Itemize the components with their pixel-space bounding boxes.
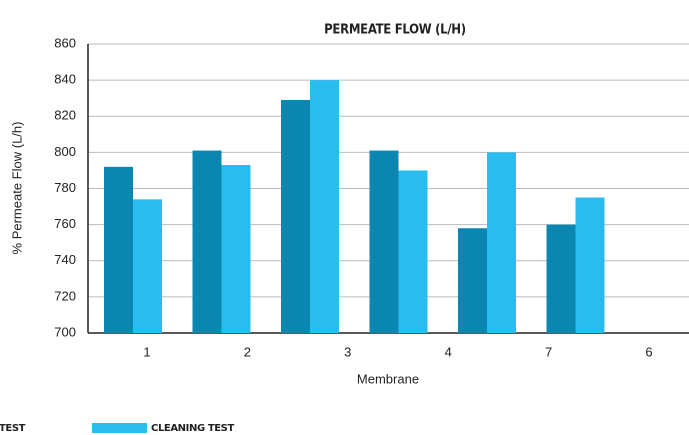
legend-swatch: [92, 423, 147, 433]
bar: [104, 166, 133, 333]
x-tick-label: 6: [645, 344, 652, 359]
bar: [310, 80, 339, 333]
y-tick-label: 700: [54, 324, 76, 339]
bar: [192, 150, 222, 333]
y-tick-label: 860: [54, 35, 76, 50]
chart-title: PERMEATE FLOW (L/H): [324, 23, 466, 38]
y-tick-label: 840: [54, 72, 76, 87]
x-tick-label: 4: [445, 344, 452, 359]
bar: [133, 199, 162, 333]
bar: [546, 224, 576, 333]
x-tick-label: 1: [143, 344, 150, 359]
bar: [575, 197, 605, 333]
bar: [398, 170, 428, 333]
y-axis-label: % Permeate Flow (L/h): [9, 122, 24, 255]
y-tick-label: 800: [54, 144, 76, 159]
bar: [369, 150, 399, 333]
x-tick-label: 7: [545, 344, 552, 359]
x-tick-label: 2: [244, 344, 251, 359]
y-tick-label: 780: [54, 180, 76, 195]
bar: [487, 152, 516, 333]
y-tick-label: 720: [54, 288, 76, 303]
bar: [458, 228, 487, 333]
legend-label: TEST: [0, 423, 26, 434]
x-axis-label: Membrane: [357, 371, 419, 386]
bar: [281, 99, 310, 334]
bar: [221, 165, 251, 333]
x-tick-label: 3: [344, 344, 351, 359]
y-tick-label: 740: [54, 252, 76, 267]
legend-label: CLEANING TEST: [151, 423, 234, 434]
y-tick-label: 760: [54, 216, 76, 231]
y-tick-label: 820: [54, 108, 76, 123]
